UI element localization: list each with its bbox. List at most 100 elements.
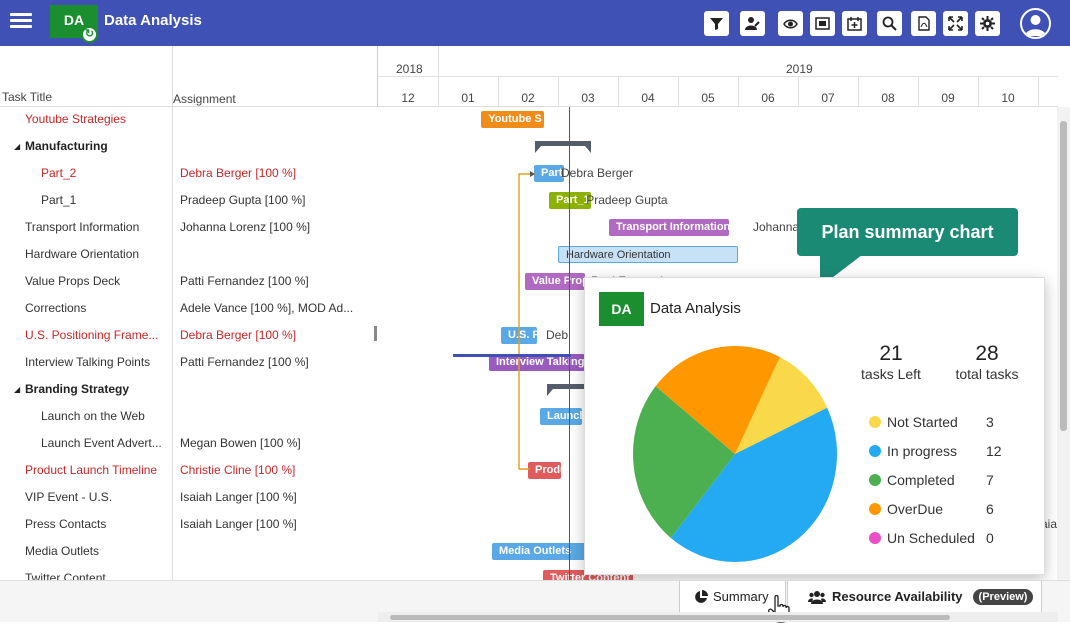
table-row[interactable]: Branding Strategy ◢ bbox=[0, 377, 378, 404]
assignment-cell[interactable]: Isaiah Langer [100 %] bbox=[180, 517, 297, 531]
task-title-cell[interactable]: Media Outlets bbox=[25, 544, 100, 558]
assignment-cell[interactable]: Debra Berger [100 %] bbox=[180, 328, 297, 342]
gantt-bar[interactable]: Launch bbox=[540, 408, 582, 425]
table-row[interactable]: Manufacturing ◢ bbox=[0, 134, 378, 161]
eye-button[interactable] bbox=[778, 11, 803, 36]
pie-slice-completed[interactable] bbox=[633, 386, 735, 538]
assignment-cell[interactable]: Pradeep Gupta [100 %] bbox=[180, 193, 306, 207]
task-title-cell[interactable]: Launch on the Web bbox=[41, 409, 145, 423]
assignment-cell[interactable]: Patti Fernandez [100 %] bbox=[180, 355, 309, 369]
table-row[interactable]: U.S. Positioning Frame... Debra Berger [1… bbox=[0, 323, 378, 350]
table-row[interactable]: Launch Event Advert... Megan Bowen [100 %… bbox=[0, 431, 378, 458]
gantt-bar[interactable]: Media Outlets bbox=[492, 543, 588, 560]
table-row[interactable]: Twitter Content bbox=[0, 566, 378, 580]
task-title-cell[interactable]: Transport Information bbox=[25, 220, 140, 234]
month-label: 10 bbox=[1001, 91, 1015, 105]
table-row[interactable]: Interview Talking Points Patti Fernandez … bbox=[0, 350, 378, 377]
user-edit-button[interactable] bbox=[740, 11, 765, 36]
vertical-scrollbar[interactable] bbox=[1057, 107, 1070, 580]
task-title-cell[interactable]: Branding Strategy bbox=[25, 382, 130, 396]
settings-button[interactable] bbox=[975, 11, 1000, 36]
task-title-header[interactable]: Task Title bbox=[2, 90, 53, 104]
task-title-cell[interactable]: Twitter Content bbox=[25, 571, 106, 580]
tasks-left-stat: 21 tasks Left bbox=[855, 342, 927, 382]
legend-item: Un Scheduled 0 bbox=[869, 528, 1029, 548]
task-title-cell[interactable]: Hardware Orientation bbox=[25, 247, 140, 261]
task-title-cell[interactable]: Manufacturing bbox=[25, 139, 108, 153]
table-row[interactable]: Product Launch Timeline Christie Cline [1… bbox=[0, 458, 378, 485]
user-avatar-icon[interactable] bbox=[1020, 8, 1051, 39]
gantt-bar[interactable]: Part_1 bbox=[549, 192, 591, 209]
table-row[interactable]: Transport Information Johanna Lorenz [100… bbox=[0, 215, 378, 242]
table-row[interactable]: Corrections Adele Vance [100 %], MOD Ad..… bbox=[0, 296, 378, 323]
pdf-button[interactable] bbox=[911, 11, 936, 36]
assignment-cell[interactable]: Christie Cline [100 %] bbox=[180, 463, 296, 477]
task-title-cell[interactable]: Product Launch Timeline bbox=[25, 463, 158, 477]
task-title-cell[interactable]: Press Contacts bbox=[25, 517, 107, 531]
task-title-cell[interactable]: Youtube Strategies bbox=[25, 112, 126, 126]
task-title-cell[interactable]: VIP Event - U.S. bbox=[25, 490, 113, 504]
gantt-bar[interactable]: Product bbox=[528, 462, 561, 479]
tab-summary[interactable]: Summary bbox=[679, 581, 786, 613]
task-title-cell[interactable]: Interview Talking Points bbox=[25, 355, 151, 369]
table-row[interactable]: Youtube Strategies bbox=[0, 107, 378, 134]
gantt-bar[interactable]: Youtube S bbox=[481, 111, 545, 128]
gantt-bar[interactable]: U.S. P bbox=[501, 327, 537, 344]
assignment-header[interactable]: Assignment bbox=[173, 92, 236, 106]
assignment-cell[interactable]: Adele Vance [100 %], MOD Ad... bbox=[180, 301, 354, 315]
fullscreen-button[interactable] bbox=[943, 11, 968, 36]
fullscreen-icon bbox=[948, 16, 963, 31]
pie-slice-overdue[interactable] bbox=[655, 346, 780, 454]
assignment-cell[interactable]: Johanna Lorenz [100 %] bbox=[180, 220, 311, 234]
pie-slice-in-progress[interactable] bbox=[670, 407, 837, 562]
task-title-cell[interactable]: Part_2 bbox=[41, 166, 77, 180]
gantt-bar[interactable]: Interview Talking bbox=[489, 354, 585, 371]
horizontal-scroll-thumb[interactable] bbox=[390, 615, 950, 620]
table-row[interactable]: VIP Event - U.S. Isaiah Langer [100 %] bbox=[0, 485, 378, 512]
table-row[interactable]: Hardware Orientation bbox=[0, 242, 378, 269]
zoom-button[interactable] bbox=[877, 11, 902, 36]
column-divider[interactable] bbox=[172, 46, 173, 580]
gantt-bar[interactable]: Transport Information bbox=[609, 219, 729, 236]
menu-icon[interactable] bbox=[10, 10, 32, 32]
month-label: 02 bbox=[521, 91, 535, 105]
table-row[interactable]: Part_2 Debra Berger [100 %] bbox=[0, 161, 378, 188]
month-tick bbox=[678, 76, 679, 107]
fit-screen-button[interactable] bbox=[810, 11, 835, 36]
assignment-cell[interactable]: Isaiah Langer [100 %] bbox=[180, 490, 297, 504]
legend-item: Completed 7 bbox=[869, 470, 1029, 490]
horizontal-scrollbar[interactable] bbox=[378, 612, 1058, 622]
calendar-add-button[interactable] bbox=[842, 11, 867, 36]
task-title-cell[interactable]: Value Props Deck bbox=[25, 274, 121, 288]
refresh-icon[interactable]: ↻ bbox=[81, 26, 98, 43]
filter-button[interactable] bbox=[704, 11, 729, 36]
vertical-scroll-thumb[interactable] bbox=[1060, 121, 1067, 431]
task-title-cell[interactable]: U.S. Positioning Frame... bbox=[25, 328, 159, 342]
table-row[interactable]: Launch on the Web bbox=[0, 404, 378, 431]
gantt-bar[interactable]: Part_2 bbox=[534, 165, 564, 182]
tab-resource-availability[interactable]: Resource Availability (Preview) bbox=[787, 581, 1042, 613]
table-row[interactable]: Part_1 Pradeep Gupta [100 %] bbox=[0, 188, 378, 215]
collapse-icon[interactable]: ◢ bbox=[14, 385, 21, 394]
assignment-cell[interactable]: Megan Bowen [100 %] bbox=[180, 436, 301, 450]
pie-slice-not-started[interactable] bbox=[735, 357, 828, 454]
assignment-cell[interactable]: Patti Fernandez [100 %] bbox=[180, 274, 309, 288]
legend-label: Un Scheduled bbox=[887, 530, 975, 546]
month-label: 12 bbox=[401, 91, 415, 105]
table-row[interactable]: Value Props Deck Patti Fernandez [100 %] bbox=[0, 269, 378, 296]
month-tick bbox=[738, 76, 739, 107]
gantt-bar[interactable]: Value Props bbox=[525, 273, 585, 290]
task-title-cell[interactable]: Corrections bbox=[25, 301, 87, 315]
assignment-cell[interactable]: Debra Berger [100 %] bbox=[180, 166, 297, 180]
month-label: 04 bbox=[641, 91, 655, 105]
task-title-cell[interactable]: Part_1 bbox=[41, 193, 77, 207]
pane-splitter[interactable] bbox=[374, 326, 377, 341]
table-row[interactable]: Media Outlets bbox=[0, 539, 378, 566]
task-title-cell[interactable]: Launch Event Advert... bbox=[41, 436, 162, 450]
table-row[interactable]: Press Contacts Isaiah Langer [100 %] bbox=[0, 512, 378, 539]
month-tick bbox=[798, 76, 799, 107]
month-label: 08 bbox=[881, 91, 895, 105]
gantt-bar[interactable]: Hardware Orientation bbox=[558, 246, 738, 263]
manufacturing-summary-bar bbox=[535, 141, 591, 146]
collapse-icon[interactable]: ◢ bbox=[14, 142, 21, 151]
